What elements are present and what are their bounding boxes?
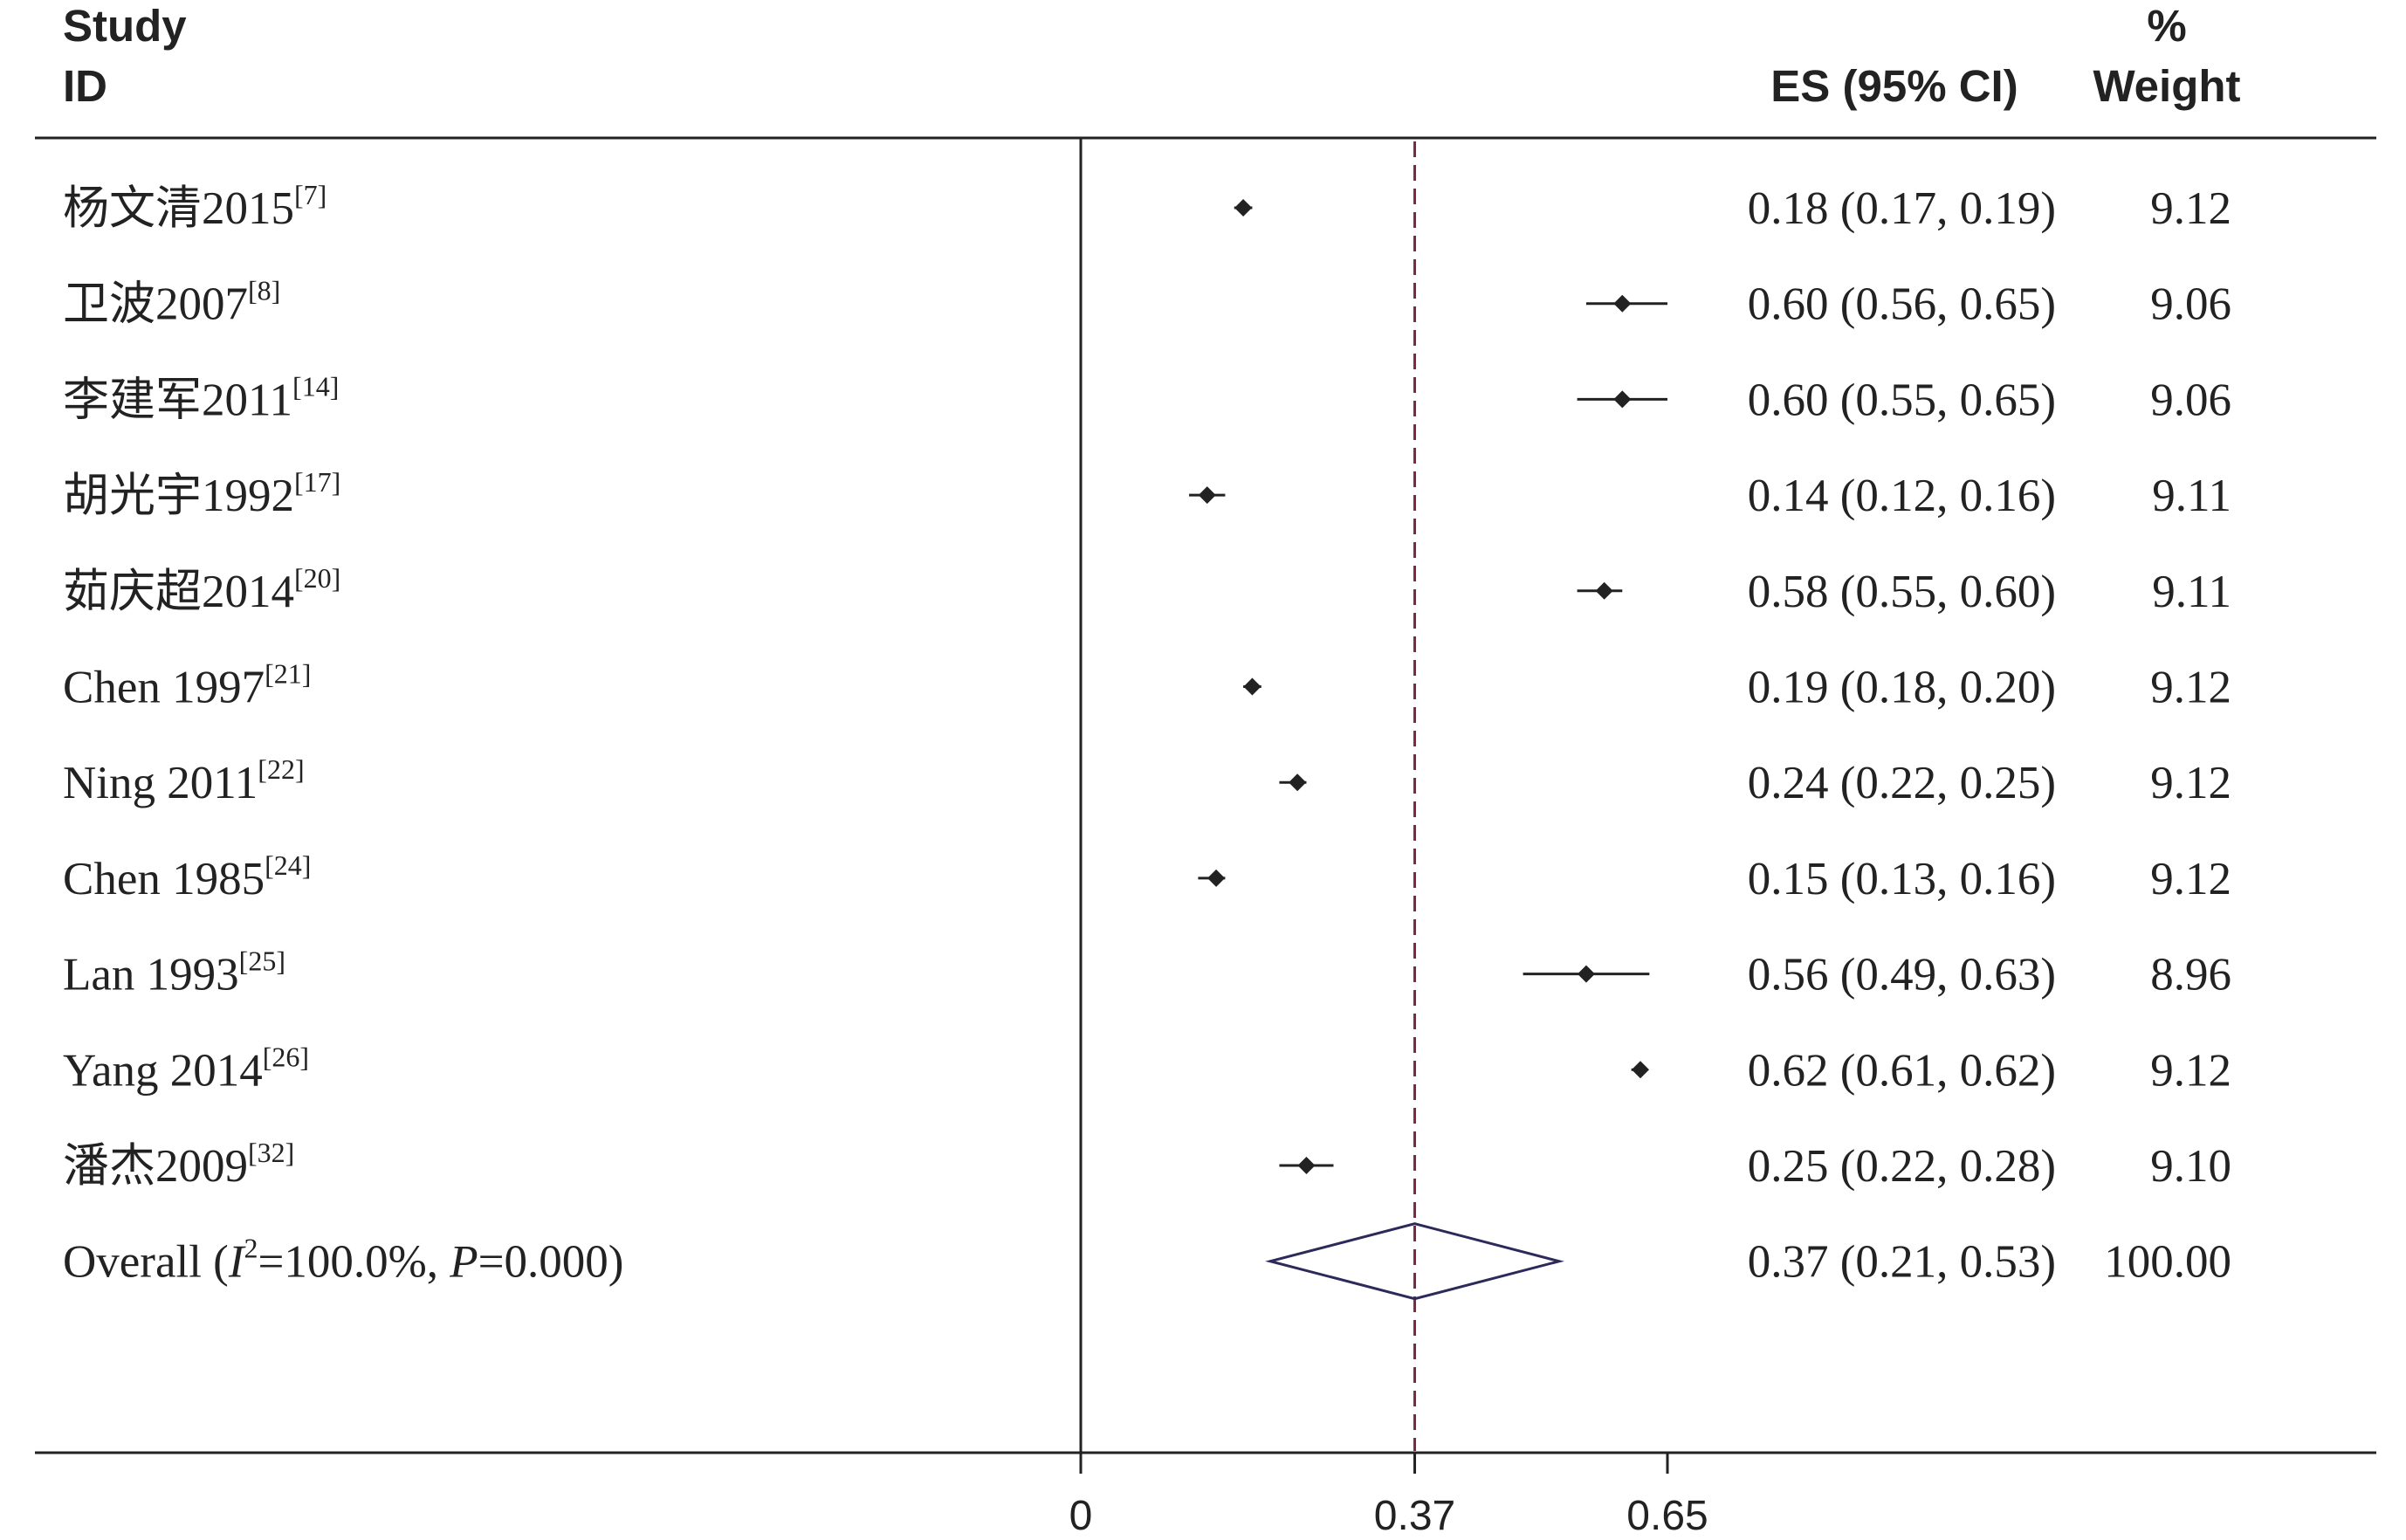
es-value: 0.19 (0.18, 0.20) — [1748, 663, 2056, 713]
point-estimate — [1595, 581, 1613, 600]
point-estimate — [1631, 1061, 1649, 1079]
es-value: 0.24 (0.22, 0.25) — [1748, 758, 2056, 808]
header-percent: % — [2147, 1, 2186, 51]
overall-es-value: 0.37 (0.21, 0.53) — [1748, 1237, 2056, 1288]
x-tick-label: 0.65 — [1626, 1493, 1708, 1539]
x-tick-label: 0.37 — [1374, 1493, 1455, 1539]
study-label: Chen 1997[21] — [63, 658, 311, 713]
study-label: Yang 2014[26] — [63, 1041, 309, 1096]
es-value: 0.14 (0.12, 0.16) — [1748, 471, 2056, 521]
point-estimate — [1289, 773, 1307, 792]
study-label: 卫波2007[8] — [63, 275, 280, 330]
point-estimate — [1297, 1157, 1316, 1174]
weight-value: 8.96 — [2150, 950, 2231, 1000]
weight-value: 9.12 — [2150, 1045, 2231, 1096]
weight-value: 9.06 — [2150, 279, 2231, 330]
study-label: 胡光宇1992[17] — [63, 466, 340, 521]
study-label: Lan 1993[25] — [63, 945, 285, 1000]
study-label: 杨文清2015[7] — [63, 179, 327, 234]
weight-value: 9.11 — [2152, 567, 2231, 617]
plot-layer: 杨文清2015[7] 0.18 (0.17, 0.19) 9.12 卫波2007[8]… — [63, 141, 2231, 1539]
weight-value: 9.12 — [2150, 183, 2231, 234]
weight-value: 9.12 — [2150, 854, 2231, 904]
study-label: 茹庆超2014[20] — [63, 562, 340, 617]
overall-label: Overall (I2=100.0%, P=0.000) — [63, 1233, 623, 1288]
study-label: 潘杰2009[32] — [63, 1137, 294, 1192]
overall-weight-value: 100.00 — [2104, 1237, 2231, 1288]
es-value: 0.56 (0.49, 0.63) — [1748, 950, 2056, 1000]
x-tick-label: 0 — [1069, 1493, 1093, 1539]
point-estimate — [1613, 294, 1632, 313]
header-es: ES (95% CI) — [1770, 61, 2018, 111]
es-value: 0.18 (0.17, 0.19) — [1748, 183, 2056, 234]
weight-value: 9.11 — [2152, 471, 2231, 521]
weight-value: 9.06 — [2150, 375, 2231, 425]
point-estimate — [1577, 965, 1595, 983]
study-label: Chen 1985[24] — [63, 849, 311, 904]
es-value: 0.60 (0.56, 0.65) — [1748, 279, 2056, 330]
es-value: 0.62 (0.61, 0.62) — [1748, 1045, 2056, 1096]
study-label: Ning 2011[22] — [63, 753, 305, 808]
es-value: 0.25 (0.22, 0.28) — [1748, 1141, 2056, 1192]
weight-value: 9.12 — [2150, 758, 2231, 808]
point-estimate — [1207, 869, 1226, 887]
header-study: Study — [63, 1, 187, 51]
point-estimate — [1198, 486, 1216, 505]
point-estimate — [1243, 677, 1261, 696]
es-value: 0.60 (0.55, 0.65) — [1748, 375, 2056, 425]
point-estimate — [1234, 199, 1253, 217]
es-value: 0.15 (0.13, 0.16) — [1748, 854, 2056, 904]
header-id: ID — [63, 61, 107, 111]
study-label: 李建军2011[14] — [63, 370, 339, 425]
weight-value: 9.12 — [2150, 663, 2231, 713]
weight-value: 9.10 — [2150, 1141, 2231, 1192]
es-value: 0.58 (0.55, 0.60) — [1748, 567, 2056, 617]
point-estimate — [1613, 390, 1632, 409]
header-weight: Weight — [2093, 61, 2240, 111]
overall-diamond — [1265, 1222, 1564, 1301]
